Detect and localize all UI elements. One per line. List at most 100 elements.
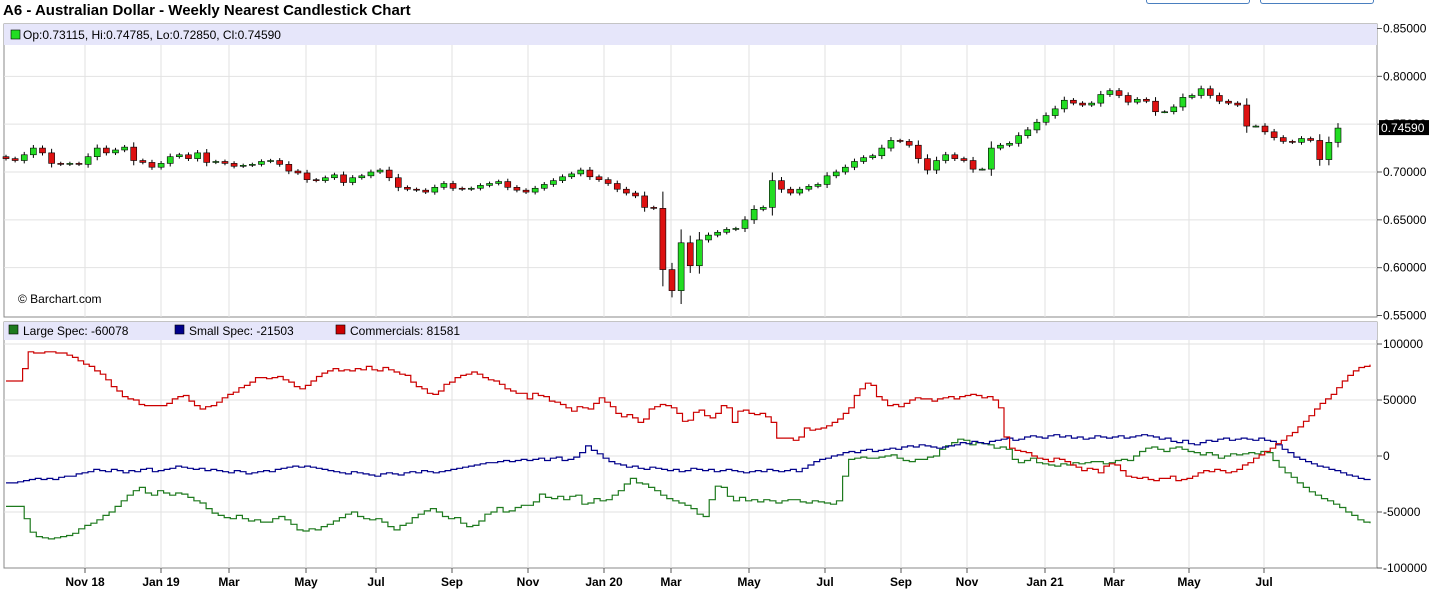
cot-panel-header (4, 322, 1377, 340)
candle-body (1079, 102, 1086, 106)
candle-body (221, 161, 229, 164)
candle-body (577, 169, 585, 175)
candle-body (212, 161, 220, 163)
candle-body (1024, 129, 1032, 136)
candle-body (741, 219, 749, 229)
axes: Nov 18 Jan 19 Mar May Jul Sep Nov Jan 20 Mar May J… (65, 22, 1427, 590)
candle-body (1261, 125, 1269, 133)
candle-body (1334, 127, 1342, 143)
price-panel (3, 23, 1378, 318)
candle-body (769, 180, 776, 208)
candlestick-series (2, 85, 1342, 305)
candle-body (458, 187, 466, 190)
x-tick-label: May (1177, 575, 1201, 589)
candle-body (787, 188, 794, 194)
candle-body (869, 155, 877, 158)
candle-body (632, 192, 639, 197)
candle-body (176, 154, 183, 157)
candle-body (486, 183, 493, 186)
x-tick-label: Nov 18 (65, 575, 105, 589)
candle-body (595, 176, 603, 180)
candle-body (1115, 90, 1123, 96)
candle-body (1152, 100, 1159, 113)
cot-y-tick-label: 0 (1383, 449, 1390, 463)
chart-title: A6 - Australian Dollar - Weekly Nearest … (3, 2, 411, 19)
candle-body (951, 154, 959, 159)
candle-body (294, 170, 302, 174)
candle-body (30, 147, 37, 156)
candle-body (258, 161, 265, 165)
candle-body (522, 189, 530, 193)
candle-body (504, 181, 512, 188)
x-tick-label: Jul (1255, 575, 1272, 589)
x-tick-label: Mar (218, 575, 240, 589)
price-y-tick-label: 0.60000 (1383, 261, 1427, 275)
price-y-tick-label: 0.85000 (1383, 22, 1427, 36)
zoom-in-button[interactable] (1146, 0, 1250, 4)
ohlc-legend: Op:0.73115, Hi:0.74785, Lo:0.72850, Cl:0… (23, 28, 281, 42)
cot-y-tick-label: 100000 (1383, 337, 1423, 351)
candle-body (75, 163, 83, 165)
candle-body (340, 174, 347, 183)
candle-body (814, 184, 822, 187)
x-tick-label: Nov (517, 575, 540, 589)
candle-body (550, 180, 557, 185)
candle-body (440, 183, 448, 188)
candle-body (194, 152, 201, 159)
candle-body (705, 234, 712, 241)
small-spec-swatch (174, 324, 185, 335)
candle-body (1106, 90, 1114, 95)
x-tick-label: Jan 20 (585, 575, 623, 589)
candle-body (312, 179, 320, 181)
candle-body (230, 163, 238, 167)
candle-body (997, 144, 1004, 149)
candle-body (915, 144, 922, 159)
candle-body (477, 185, 484, 189)
x-tick-label: Jan 21 (1026, 575, 1064, 589)
candle-body (66, 163, 74, 165)
candle-body (878, 147, 886, 157)
candle-body (668, 269, 676, 291)
candle-body (641, 195, 648, 208)
candle-body (1033, 121, 1041, 131)
candle-body (1289, 141, 1296, 143)
candle-body (650, 207, 658, 209)
candle-body (1216, 95, 1223, 102)
candle-body (960, 158, 968, 161)
candle-body (495, 181, 502, 184)
small-spec-label: Small Spec: -21503 (189, 324, 294, 338)
zoom-out-button[interactable] (1260, 0, 1374, 4)
candle-body (467, 187, 475, 190)
candle-body (686, 242, 694, 267)
candle-body (942, 154, 949, 161)
candle-body (750, 209, 758, 221)
candle-body (823, 175, 831, 185)
candle-body (349, 177, 356, 183)
candle-body (1243, 104, 1251, 127)
candle-body (842, 166, 849, 173)
candle-body (1088, 102, 1095, 106)
candle-body (431, 187, 439, 193)
candle-body (613, 183, 621, 190)
candle-body (404, 187, 411, 190)
candle-body (1188, 95, 1196, 98)
large-spec-label: Large Spec: -60078 (23, 324, 129, 338)
candle-body (239, 165, 247, 167)
commercials-label: Commercials: 81581 (350, 324, 460, 338)
candle-body (559, 176, 566, 181)
candle-body (267, 160, 274, 162)
candle-body (1234, 102, 1241, 106)
candle-body (933, 160, 940, 171)
cot-series (6, 351, 1371, 540)
cot-panel (3, 321, 1378, 569)
price-y-tick-label: 0.65000 (1383, 213, 1427, 227)
candle-body (896, 140, 904, 142)
price-y-tick-label: 0.80000 (1383, 69, 1427, 83)
x-tick-label: Jul (367, 575, 384, 589)
candle-body (422, 189, 429, 193)
candle-body (166, 156, 174, 164)
candle-body (130, 146, 138, 161)
candle-body (413, 188, 420, 191)
x-tick-label: May (737, 575, 761, 589)
